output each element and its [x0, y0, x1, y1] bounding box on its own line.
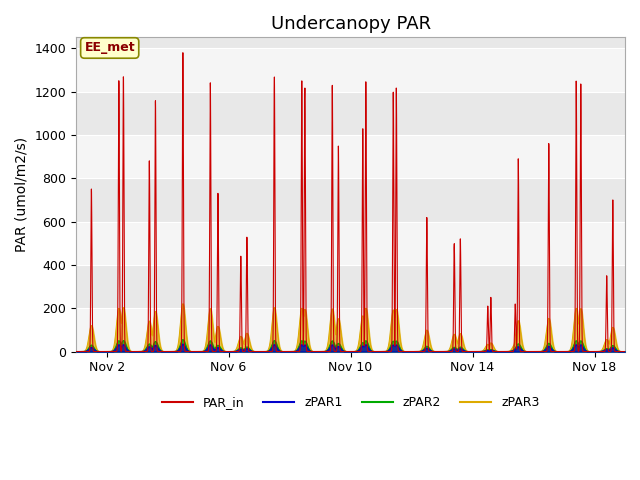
Bar [76, 265, 625, 308]
Text: EE_met: EE_met [84, 41, 135, 54]
Y-axis label: PAR (umol/m2/s): PAR (umol/m2/s) [15, 137, 29, 252]
Bar [76, 92, 625, 135]
Bar [76, 48, 625, 92]
Bar [76, 135, 625, 178]
Bar [76, 308, 625, 351]
Bar [76, 178, 625, 222]
Title: Undercanopy PAR: Undercanopy PAR [271, 15, 431, 33]
Bar [76, 222, 625, 265]
Legend: PAR_in, zPAR1, zPAR2, zPAR3: PAR_in, zPAR1, zPAR2, zPAR3 [157, 391, 545, 414]
